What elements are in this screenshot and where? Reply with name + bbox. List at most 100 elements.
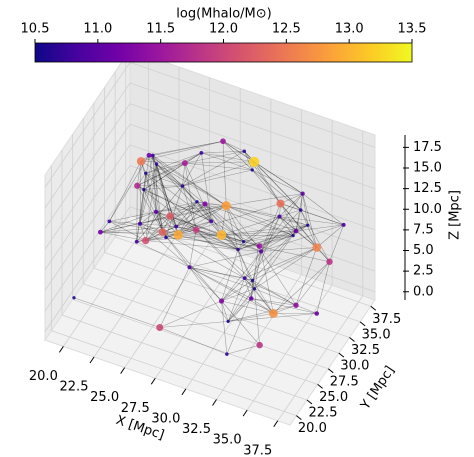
edge [221, 300, 274, 314]
edge [302, 193, 318, 248]
halo-point [236, 247, 240, 252]
halo-point [250, 168, 254, 172]
grid-line [93, 231, 180, 358]
edge [295, 261, 330, 306]
edge [227, 278, 245, 322]
edge [201, 150, 245, 154]
y-tick [306, 399, 313, 405]
edge [237, 249, 253, 281]
edge [136, 189, 145, 242]
edge [244, 247, 317, 279]
edge [139, 223, 163, 233]
grid-line [44, 144, 131, 271]
halo-point [300, 191, 305, 196]
halo-point [293, 228, 299, 234]
edge [145, 201, 198, 241]
edge [109, 221, 163, 233]
colorbar-tick-label: 11.5 [146, 22, 175, 37]
edge [260, 251, 274, 314]
grid-line [114, 236, 361, 323]
edge [109, 161, 142, 222]
y-tick [370, 305, 377, 311]
edge [148, 154, 227, 207]
halo-point [242, 149, 247, 154]
edge [259, 224, 308, 247]
pane [129, 49, 376, 301]
z-tick-label: 7.5 [413, 222, 434, 237]
edge [204, 203, 222, 236]
grid-line [93, 267, 340, 354]
edge [137, 185, 197, 231]
edge [244, 277, 274, 314]
halo-point [156, 324, 164, 331]
edge [252, 280, 297, 306]
edge [300, 209, 330, 262]
edge [140, 160, 183, 187]
halo-point [256, 341, 263, 349]
x-tick-label: 25.0 [90, 390, 119, 405]
edge [178, 234, 244, 242]
z-tick-label: 5.0 [413, 243, 434, 258]
halo-point [134, 239, 139, 244]
edge [136, 220, 212, 243]
edge [100, 211, 157, 233]
grid-line [44, 206, 131, 332]
edge [258, 246, 330, 263]
grid-line [154, 253, 241, 379]
edge [189, 266, 245, 279]
halo-point [153, 209, 159, 214]
edge [176, 205, 227, 227]
y-tick-label: 30.0 [340, 359, 369, 374]
edge [162, 205, 227, 233]
edge [302, 193, 309, 226]
edge [243, 235, 294, 242]
edge [136, 185, 183, 242]
edge [148, 155, 163, 233]
edge [221, 249, 239, 302]
edge [139, 223, 190, 268]
edge [189, 229, 197, 268]
halo-point [97, 229, 103, 235]
x-tick [242, 409, 248, 417]
edge [176, 203, 206, 227]
grid-line [44, 124, 131, 250]
edge [156, 163, 171, 217]
y-tick [349, 337, 355, 342]
edge [140, 140, 224, 162]
edge [177, 203, 206, 236]
edge [137, 162, 186, 187]
edge [221, 234, 260, 247]
edge [139, 163, 157, 224]
edge [228, 313, 274, 322]
edge [109, 221, 141, 225]
edge [189, 266, 252, 299]
edge [260, 230, 297, 252]
edge [244, 277, 297, 306]
edge [295, 224, 344, 232]
x-tick [120, 367, 126, 374]
edge [221, 230, 297, 236]
edge [243, 216, 280, 242]
y-tick-label: 27.5 [330, 374, 359, 389]
halo-point [314, 311, 320, 316]
edge [279, 209, 301, 217]
grid-line [129, 61, 376, 148]
edge [295, 209, 302, 232]
edge [155, 201, 198, 213]
edge [252, 169, 301, 211]
edge [211, 220, 259, 247]
edge [189, 266, 274, 314]
x-tick [273, 420, 279, 428]
edge [221, 251, 262, 302]
edge [221, 300, 228, 355]
edge [237, 249, 262, 252]
edge [280, 203, 297, 232]
edge [139, 205, 227, 225]
edge [177, 205, 227, 236]
edge [136, 241, 190, 268]
y-tick-label: 22.5 [309, 406, 338, 421]
edge [143, 173, 147, 190]
halo-point [242, 276, 247, 281]
halo-point [164, 235, 168, 240]
halo-point [150, 153, 155, 158]
